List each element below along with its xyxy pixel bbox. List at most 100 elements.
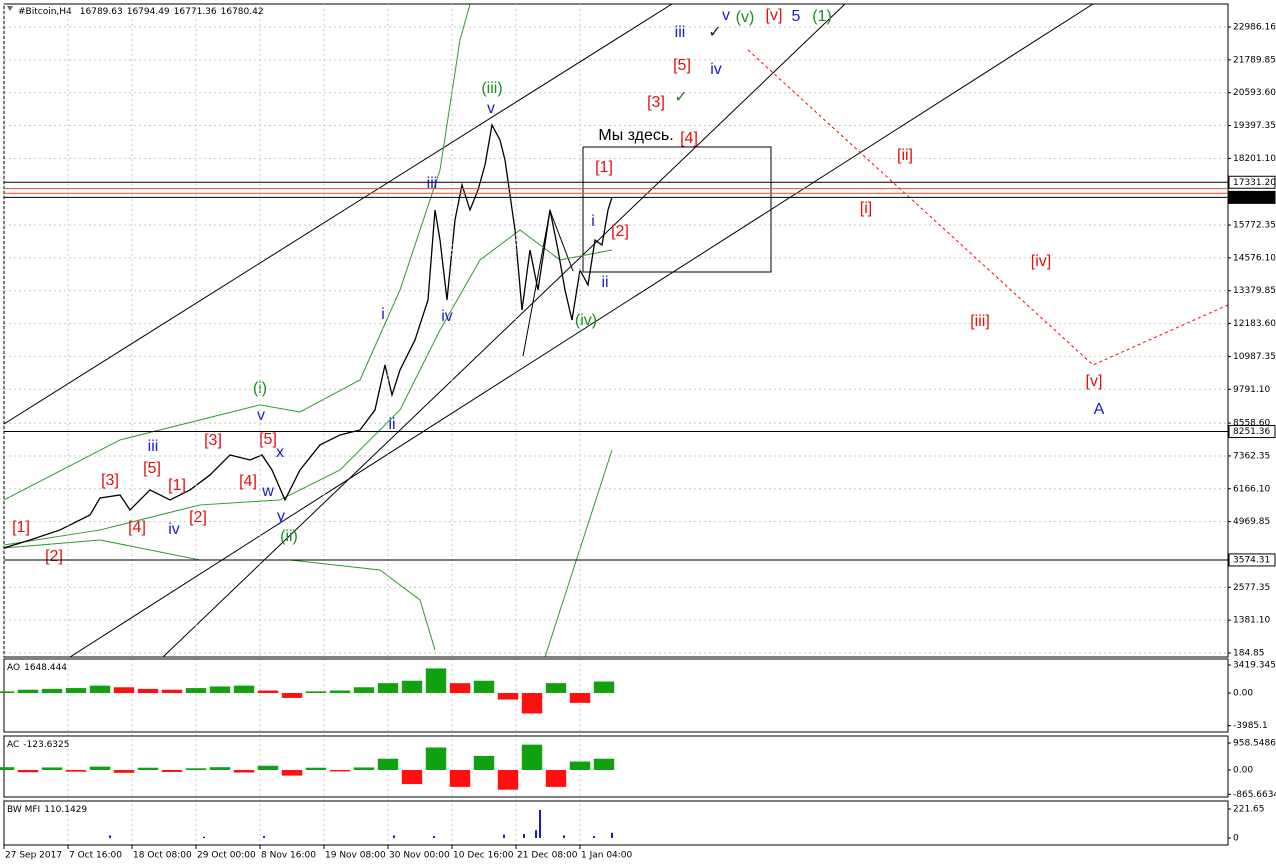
indicator-name: AC (7, 740, 19, 750)
y-tick-label: 4969.85 (1233, 517, 1270, 527)
indicator-bar (305, 691, 327, 694)
drawing-line (162, 4, 846, 657)
wave-label: [2] (611, 223, 629, 240)
price-level-label: 16780.42 (1233, 193, 1276, 203)
main-plot: [1][2][3][4][5][1][2][3][4][5]iiiivvxwy(… (4, 4, 1228, 657)
y-tick-label: 3419.345 (1233, 660, 1276, 670)
indicator-bar (305, 767, 327, 770)
drawing-line (582, 146, 772, 273)
indicator-bar (611, 832, 613, 839)
wave-label: x (276, 444, 284, 461)
price-level-box (1228, 175, 1276, 189)
wave-label: [ii] (897, 147, 913, 164)
indicator-bar (593, 758, 615, 770)
price-level-box (1228, 425, 1276, 439)
indicator-bar (329, 769, 351, 772)
y-tick-label: -3985.1 (1233, 721, 1268, 731)
indicator-bar (17, 769, 39, 773)
wave-label: i (381, 306, 385, 323)
x-tick-label: 27 Sep 2017 (5, 851, 62, 861)
wave-label: [iii] (970, 313, 990, 330)
wave-label: [v] (1086, 373, 1103, 390)
wave-label: v (722, 7, 730, 24)
indicator-bar (353, 687, 375, 694)
wave-label: iv (168, 521, 180, 538)
wave-label: y (277, 508, 285, 525)
x-tick-label: 19 Nov 08:00 (325, 851, 386, 861)
wave-label: iv (441, 308, 453, 325)
indicator-bar (433, 836, 435, 839)
wave-label: [2] (45, 548, 63, 565)
x-tick-label: 10 Dec 16:00 (453, 851, 514, 861)
indicator-bar (503, 834, 505, 839)
wave-label: v (487, 100, 495, 117)
header: #Bitcoin,H4 16789.63 16794.49 16771.36 16780… (18, 7, 264, 17)
y-tick-label: -865.6634 (1233, 790, 1276, 800)
y-tick-label: 184.85 (1233, 649, 1265, 659)
drawing-line (69, 4, 1094, 657)
y-tick-label: 221.65 (1233, 805, 1265, 815)
x-tick-label: 21 Dec 08:00 (517, 851, 578, 861)
wave-label: ii (601, 274, 608, 291)
indicator-bar (497, 769, 519, 790)
wave-label: [1] (595, 159, 613, 176)
indicator-bar (0, 767, 15, 770)
indicator-bar (41, 688, 63, 694)
indicator-bar (89, 766, 111, 770)
y-tick-label: 21789.85 (1233, 55, 1276, 65)
indicator-name: BW MFI (7, 805, 40, 815)
drawing-line (4, 229, 613, 546)
y-tick-label: 0.00 (1233, 765, 1253, 775)
indicator-bar (161, 769, 183, 772)
wave-label: (i) (253, 380, 267, 397)
indicator-bar (539, 809, 541, 839)
indicator-bar (233, 685, 255, 694)
wave-label: [1] (168, 477, 186, 494)
indicator-bar (449, 683, 471, 694)
indicator-bar (17, 689, 39, 694)
price-level-box (1228, 553, 1276, 567)
wave-label: i (591, 213, 595, 230)
y-tick-label: 20593.60 (1233, 88, 1276, 98)
indicator-value: 1648.444 (24, 663, 67, 673)
wave-label: [3] (101, 472, 119, 489)
symbol: #Bitcoin,H4 (18, 7, 72, 17)
wave-label: (iii) (481, 80, 502, 97)
indicator-bar (209, 686, 231, 694)
y-tick-label: 18201.10 (1233, 154, 1276, 164)
indicator-bar (393, 835, 395, 839)
drawing-line (544, 449, 613, 657)
wave-label: iii (675, 24, 686, 41)
wave-label: iv (710, 61, 722, 78)
drawing-line (4, 4, 471, 501)
y-tick-label: 0.00 (1233, 689, 1253, 699)
indicator-bar (263, 836, 265, 839)
price-line (4, 123, 613, 549)
y-tick-label: 15772.35 (1233, 221, 1276, 231)
indicator-bar (233, 769, 255, 773)
indicator-bar (523, 834, 525, 839)
y-tick-label: 6166.10 (1233, 484, 1270, 494)
indicator-bar (563, 835, 565, 839)
wave-label: [i] (860, 200, 872, 217)
indicator-bar (521, 744, 543, 770)
indicator-bar (41, 767, 63, 770)
indicator-bar (377, 758, 399, 770)
indicator-bar (137, 688, 159, 694)
wave-label: iii (148, 438, 159, 455)
indicator-bar (257, 765, 279, 770)
wave-label: A (1094, 401, 1105, 418)
indicator-bar (569, 761, 591, 770)
indicator-title: BW MFI 110.1429 (7, 805, 87, 815)
wave-label: [3] (204, 432, 222, 449)
indicator-bar (65, 769, 87, 772)
indicator-bar (425, 668, 447, 694)
indicator-bar (0, 691, 15, 694)
wave-label: [3] (647, 94, 665, 111)
x-tick-label: 29 Oct 00:00 (197, 851, 256, 861)
wave-label: ✓ (674, 89, 687, 106)
wave-label: [5] (259, 431, 277, 448)
wave-label: w (261, 483, 274, 500)
indicator-bar (535, 830, 537, 839)
